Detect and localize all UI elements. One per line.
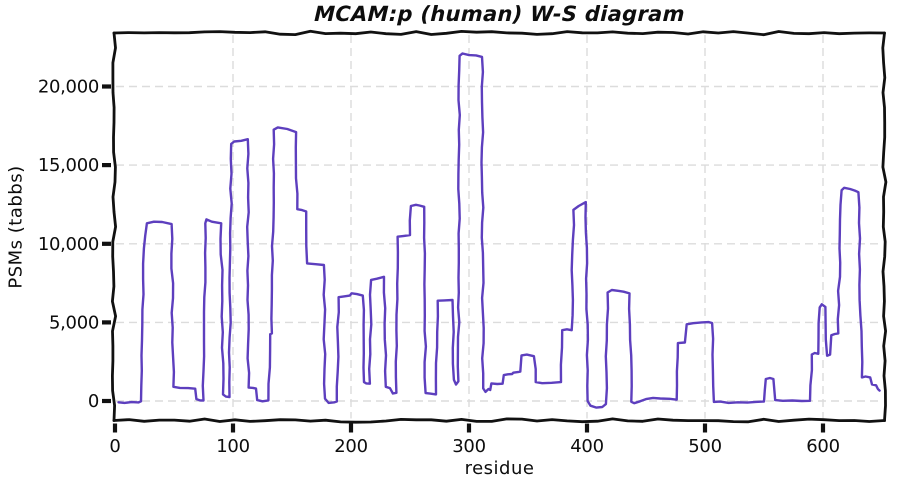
- y-tick-label: 0: [88, 391, 99, 412]
- chart-title: MCAM:p (human) W-S diagram: [313, 2, 686, 26]
- x-tick-label: 300: [452, 436, 485, 457]
- plot-frame: [112, 29, 886, 37]
- x-tick-label: 600: [806, 436, 839, 457]
- x-tick-label: 200: [334, 436, 367, 457]
- y-axis-label: PSMs (tabbs): [5, 165, 27, 289]
- y-tick-label: 20,000: [38, 77, 99, 98]
- y-tick-label: 10,000: [38, 234, 99, 255]
- plot-frame: [111, 31, 117, 422]
- x-tick-label: 500: [688, 436, 721, 457]
- plot-frame: [112, 417, 886, 424]
- y-tick-label: 5,000: [49, 312, 99, 333]
- y-tick-label: 15,000: [38, 155, 99, 176]
- x-tick-label: 100: [216, 436, 249, 457]
- x-tick-label: 0: [109, 436, 120, 457]
- data-line: [117, 52, 881, 409]
- plot-frame: [881, 31, 888, 422]
- x-axis-label: residue: [464, 458, 535, 479]
- x-tick-label: 400: [570, 436, 603, 457]
